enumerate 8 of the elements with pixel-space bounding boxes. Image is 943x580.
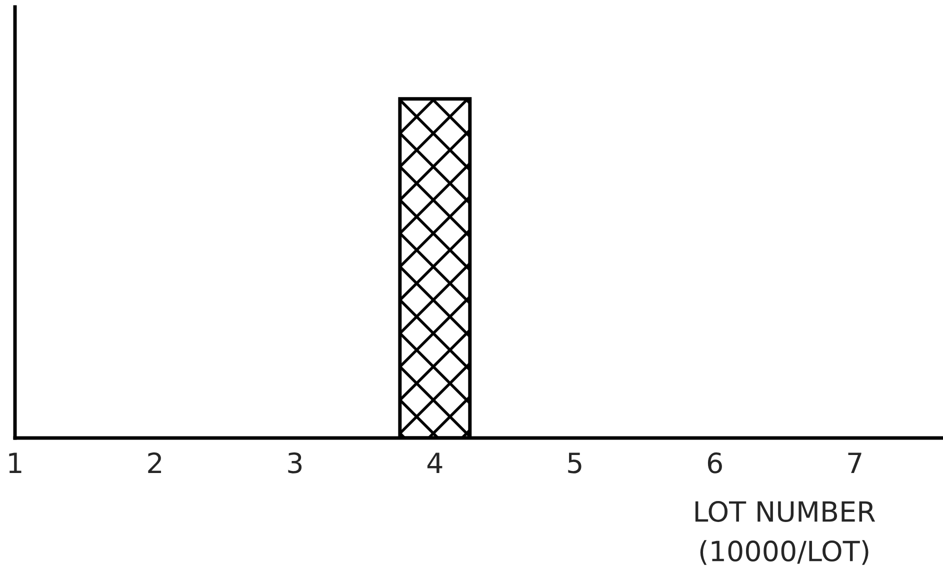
x-tick-label: 6 [708, 452, 722, 474]
x-tick-label: 5 [568, 452, 582, 474]
x-tick-label: 3 [288, 452, 302, 474]
x-axis-title: LOT NUMBER (10000/LOT) [695, 500, 876, 565]
x-tick-label: 1 [9, 452, 22, 473]
x-tick-label: 7 [848, 452, 862, 473]
x-tick-label: 2 [148, 452, 162, 473]
x-tick-label: 4 [427, 452, 442, 473]
